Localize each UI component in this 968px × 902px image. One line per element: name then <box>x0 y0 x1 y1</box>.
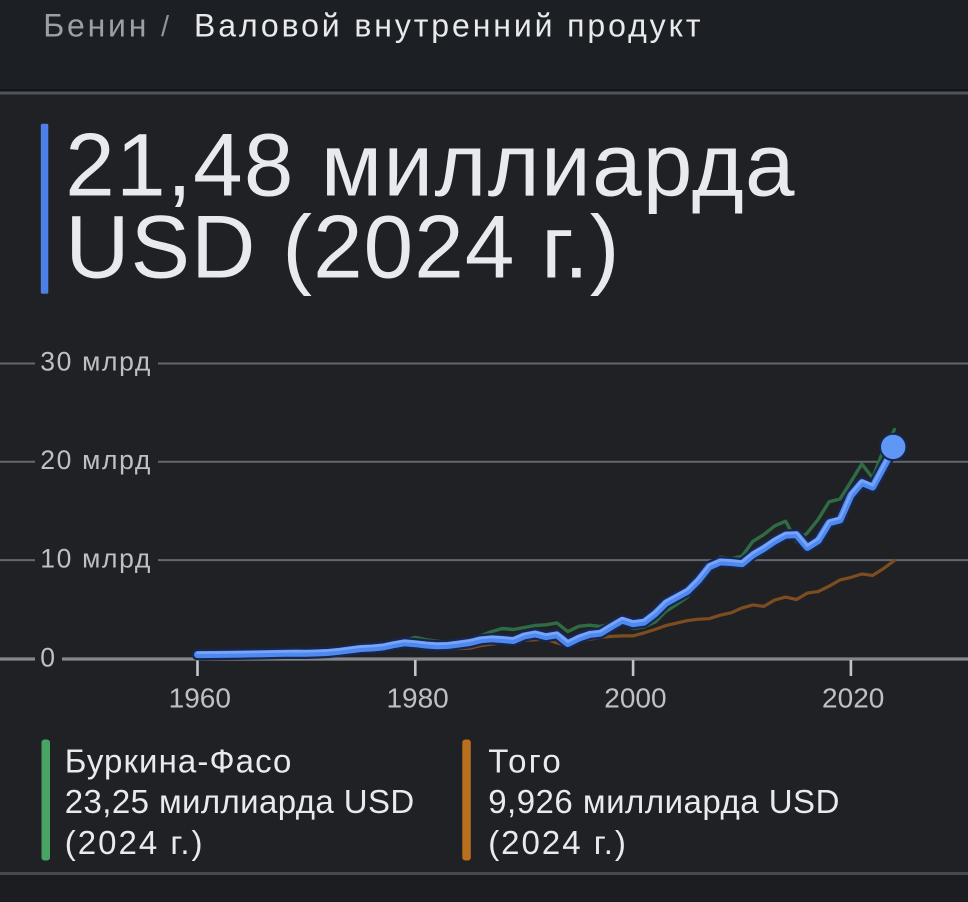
svg-text:21,48 миллиарда: 21,48 миллиарда <box>65 115 796 215</box>
svg-text:30 млрд: 30 млрд <box>40 347 152 377</box>
svg-text:10 млрд: 10 млрд <box>40 543 152 573</box>
svg-text:Буркина-Фасо: Буркина-Фасо <box>65 742 293 779</box>
svg-text:Того: Того <box>488 742 563 779</box>
svg-text:0: 0 <box>40 643 56 673</box>
svg-text:Бенин: Бенин <box>43 8 149 44</box>
svg-text:/: / <box>161 11 170 43</box>
svg-text:USD (2024 г.): USD (2024 г.) <box>65 196 620 296</box>
svg-text:2000: 2000 <box>604 682 666 713</box>
svg-text:(2024 г.): (2024 г.) <box>488 824 628 861</box>
svg-text:20 млрд: 20 млрд <box>40 445 152 475</box>
svg-text:1980: 1980 <box>386 682 448 713</box>
svg-text:9,926 миллиарда USD: 9,926 миллиарда USD <box>488 783 840 820</box>
svg-text:23,25 миллиарда USD: 23,25 миллиарда USD <box>65 783 415 820</box>
svg-text:Валовой внутренний продукт: Валовой внутренний продукт <box>194 8 703 44</box>
svg-text:1960: 1960 <box>169 682 231 713</box>
svg-text:2020: 2020 <box>822 682 884 713</box>
svg-text:(2024 г.): (2024 г.) <box>65 824 205 861</box>
